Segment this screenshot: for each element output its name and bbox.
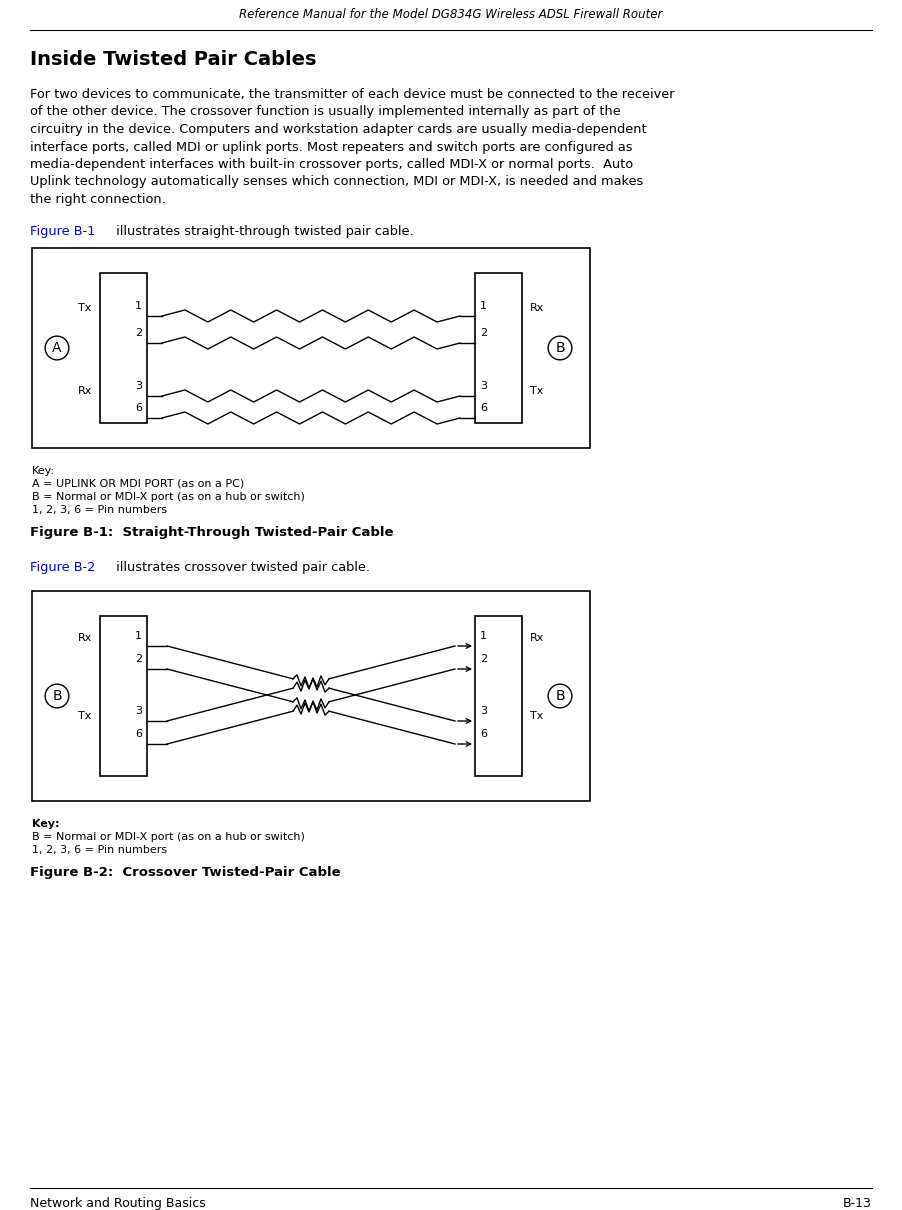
Text: Inside Twisted Pair Cables: Inside Twisted Pair Cables (30, 50, 317, 69)
Text: B = Normal or MDI-X port (as on a hub or switch): B = Normal or MDI-X port (as on a hub or… (32, 832, 305, 842)
Text: 3: 3 (135, 705, 142, 716)
Text: Network and Routing Basics: Network and Routing Basics (30, 1197, 206, 1210)
Text: 6: 6 (135, 403, 142, 413)
Text: Tx: Tx (530, 711, 543, 721)
Text: 2: 2 (135, 653, 142, 664)
Bar (475, 273, 522, 423)
Text: 1: 1 (135, 630, 142, 641)
Text: B: B (556, 688, 565, 703)
Text: interface ports, called MDI or uplink ports. Most repeaters and switch ports are: interface ports, called MDI or uplink po… (30, 140, 632, 154)
Text: B: B (556, 341, 565, 355)
Bar (475, 616, 522, 776)
Text: 6: 6 (480, 728, 487, 739)
Text: Figure B-2: Figure B-2 (30, 561, 96, 574)
Text: Figure B-1: Figure B-1 (30, 225, 96, 238)
Text: Rx: Rx (530, 633, 545, 643)
Text: 1: 1 (135, 301, 142, 311)
Text: Key:: Key: (32, 819, 60, 829)
Text: Tx: Tx (530, 386, 543, 396)
Bar (32, 248, 590, 448)
Text: Reference Manual for the Model DG834G Wireless ADSL Firewall Router: Reference Manual for the Model DG834G Wi… (239, 8, 663, 21)
Text: circuitry in the device. Computers and workstation adapter cards are usually med: circuitry in the device. Computers and w… (30, 123, 647, 136)
Text: 3: 3 (480, 705, 487, 716)
Text: Rx: Rx (530, 302, 545, 313)
Text: illustrates straight-through twisted pair cable.: illustrates straight-through twisted pai… (112, 225, 414, 238)
Text: 3: 3 (135, 381, 142, 391)
Text: 2: 2 (480, 653, 487, 664)
Text: of the other device. The crossover function is usually implemented internally as: of the other device. The crossover funct… (30, 105, 621, 119)
Text: A: A (52, 341, 61, 355)
Text: 2: 2 (480, 328, 487, 338)
Text: Rx: Rx (78, 386, 92, 396)
Text: 1: 1 (480, 301, 487, 311)
Text: Uplink technology automatically senses which connection, MDI or MDI-X, is needed: Uplink technology automatically senses w… (30, 175, 643, 189)
Text: For two devices to communicate, the transmitter of each device must be connected: For two devices to communicate, the tran… (30, 88, 675, 100)
Text: B-13: B-13 (843, 1197, 872, 1210)
Text: Rx: Rx (78, 633, 92, 643)
Text: the right connection.: the right connection. (30, 194, 166, 206)
Text: Figure B-1:  Straight-Through Twisted-Pair Cable: Figure B-1: Straight-Through Twisted-Pai… (30, 526, 393, 538)
Text: B = Normal or MDI-X port (as on a hub or switch): B = Normal or MDI-X port (as on a hub or… (32, 492, 305, 502)
Text: 1, 2, 3, 6 = Pin numbers: 1, 2, 3, 6 = Pin numbers (32, 845, 167, 855)
Text: Tx: Tx (78, 302, 91, 313)
Text: 1: 1 (480, 630, 487, 641)
Text: Tx: Tx (78, 711, 91, 721)
Text: Figure B-2:  Crossover Twisted-Pair Cable: Figure B-2: Crossover Twisted-Pair Cable (30, 866, 341, 878)
Text: 6: 6 (480, 403, 487, 413)
Text: 6: 6 (135, 728, 142, 739)
Text: 1, 2, 3, 6 = Pin numbers: 1, 2, 3, 6 = Pin numbers (32, 505, 167, 515)
Text: 3: 3 (480, 381, 487, 391)
Text: A = UPLINK OR MDI PORT (as on a PC): A = UPLINK OR MDI PORT (as on a PC) (32, 479, 244, 489)
Text: 2: 2 (135, 328, 142, 338)
Bar (100, 273, 147, 423)
Text: media-dependent interfaces with built-in crossover ports, called MDI-X or normal: media-dependent interfaces with built-in… (30, 159, 633, 171)
Bar (32, 590, 590, 801)
Bar (100, 616, 147, 776)
Text: B: B (52, 688, 62, 703)
Text: illustrates crossover twisted pair cable.: illustrates crossover twisted pair cable… (112, 561, 370, 574)
Text: Key:: Key: (32, 466, 55, 476)
